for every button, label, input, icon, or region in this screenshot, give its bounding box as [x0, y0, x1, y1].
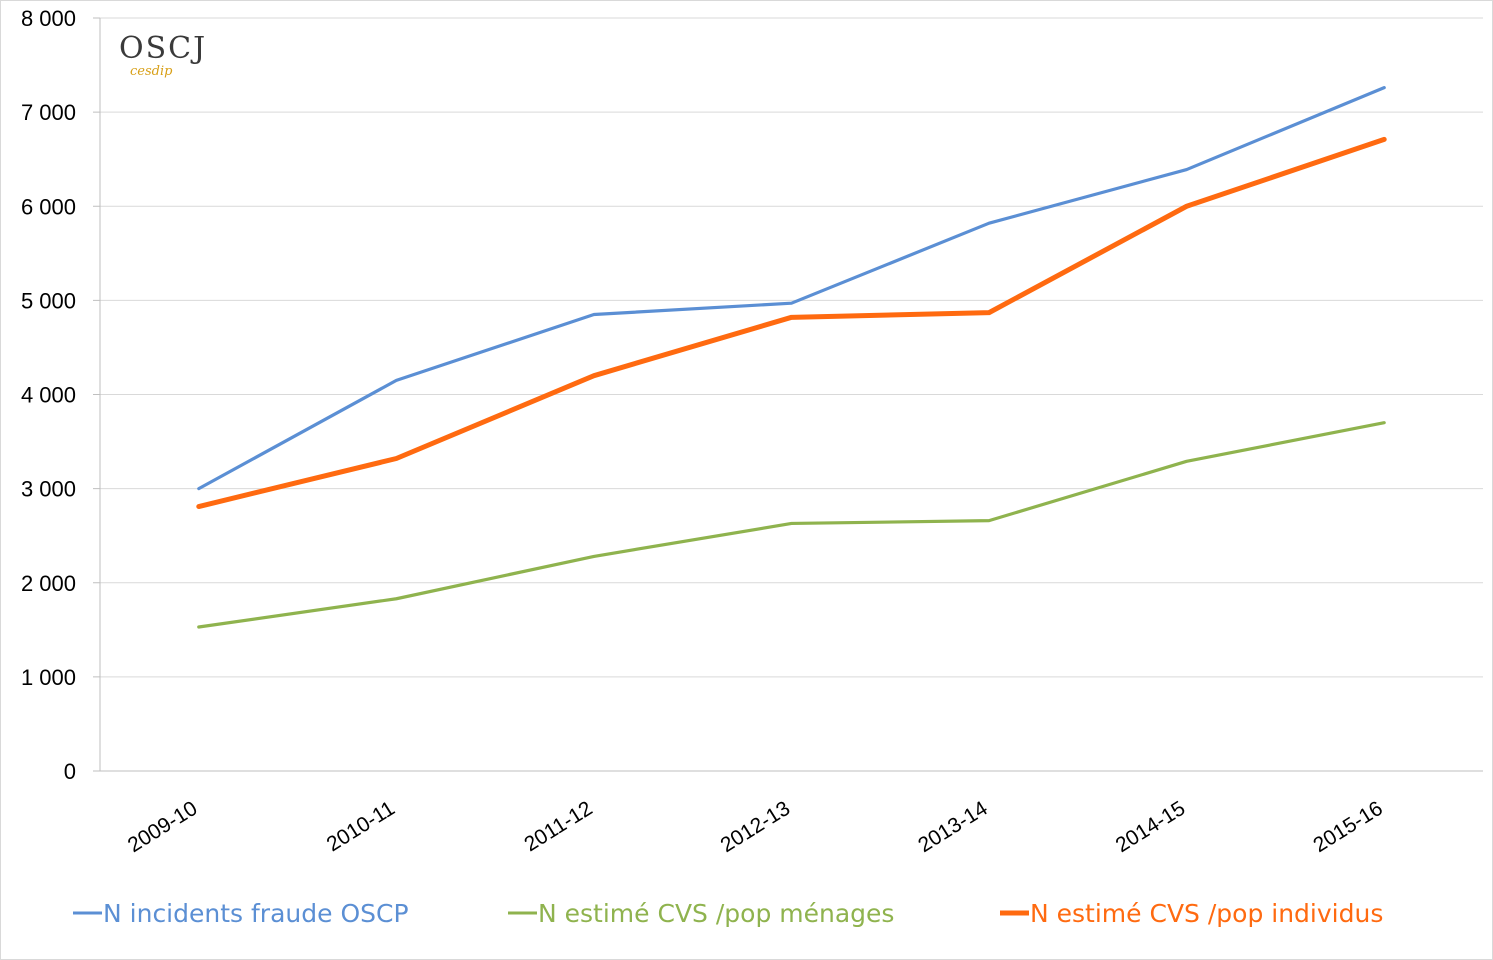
legend-label: N estimé CVS /pop individus	[1030, 899, 1383, 928]
y-tick-label: 0	[64, 759, 76, 784]
logo-subtext: cesdip	[130, 64, 173, 79]
y-tick-label: 3 000	[21, 477, 76, 502]
y-tick-label: 4 000	[21, 383, 76, 408]
y-tick-label: 7 000	[21, 100, 76, 125]
y-tick-label: 8 000	[21, 6, 76, 31]
series-line	[197, 421, 1386, 629]
logo: OSCJ cesdip	[119, 31, 207, 79]
legend-label: N incidents fraude OSCP	[103, 899, 409, 928]
logo-text: OSCJ	[119, 31, 207, 66]
series-line	[196, 136, 1387, 510]
legend: N incidents fraude OSCP N estimé CVS /pop…	[73, 899, 1383, 928]
axes	[99, 18, 1483, 772]
series-line	[197, 86, 1386, 491]
y-tick-label: 6 000	[21, 194, 76, 219]
y-tick-label: 1 000	[21, 665, 76, 690]
y-tick-label: 5 000	[21, 288, 76, 313]
gridlines	[93, 17, 1483, 772]
y-axis-ticks: 0 1 000 2 000 3 000 4 000 5 000 6 000 7 000 8 00…	[21, 6, 76, 784]
y-tick-label: 2 000	[21, 571, 76, 596]
series-lines	[196, 86, 1387, 629]
legend-label: N estimé CVS /pop ménages	[538, 899, 894, 928]
